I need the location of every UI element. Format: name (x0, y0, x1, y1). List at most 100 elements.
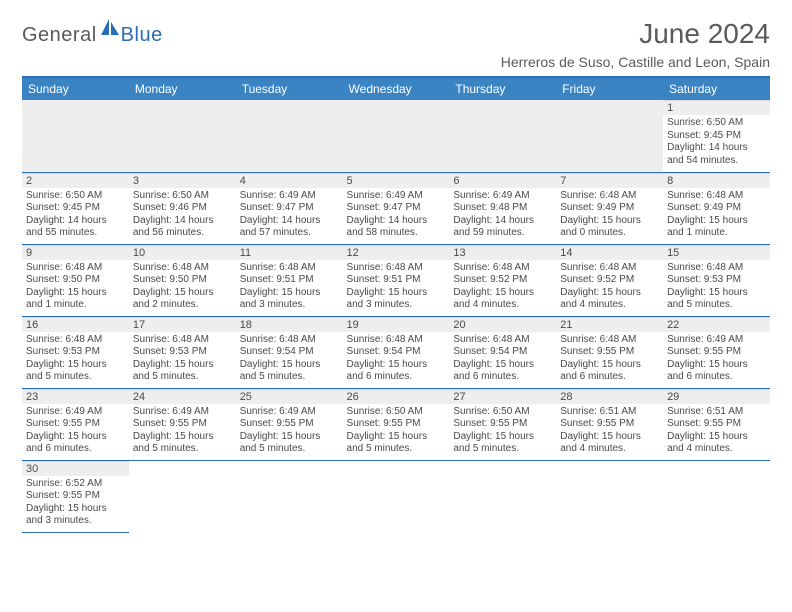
calendar-cell: 22Sunrise: 6:49 AMSunset: 9:55 PMDayligh… (663, 316, 770, 388)
day-number: 28 (556, 389, 663, 404)
calendar-week-row: 9Sunrise: 6:48 AMSunset: 9:50 PMDaylight… (22, 244, 770, 316)
daylight-text: Daylight: 14 hours and 54 minutes. (667, 142, 766, 167)
day-number: 25 (236, 389, 343, 404)
day-body: Sunrise: 6:48 AMSunset: 9:53 PMDaylight:… (663, 260, 770, 316)
sunrise-text: Sunrise: 6:49 AM (453, 190, 552, 203)
calendar-cell: 29Sunrise: 6:51 AMSunset: 9:55 PMDayligh… (663, 388, 770, 460)
sunset-text: Sunset: 9:45 PM (26, 202, 125, 215)
day-number: 17 (129, 317, 236, 332)
daylight-text: Daylight: 15 hours and 1 minute. (667, 215, 766, 240)
daylight-text: Daylight: 15 hours and 6 minutes. (667, 359, 766, 384)
day-number: 26 (343, 389, 450, 404)
day-body: Sunrise: 6:50 AMSunset: 9:46 PMDaylight:… (129, 188, 236, 244)
day-header: Thursday (449, 77, 556, 100)
sunset-text: Sunset: 9:55 PM (240, 418, 339, 431)
day-body: Sunrise: 6:48 AMSunset: 9:50 PMDaylight:… (22, 260, 129, 316)
day-body: Sunrise: 6:50 AMSunset: 9:45 PMDaylight:… (22, 188, 129, 244)
daylight-text: Daylight: 15 hours and 1 minute. (26, 287, 125, 312)
calendar-cell: 3Sunrise: 6:50 AMSunset: 9:46 PMDaylight… (129, 172, 236, 244)
day-number: 14 (556, 245, 663, 260)
sunrise-text: Sunrise: 6:50 AM (347, 406, 446, 419)
sunset-text: Sunset: 9:55 PM (453, 418, 552, 431)
sunrise-text: Sunrise: 6:49 AM (347, 190, 446, 203)
daylight-text: Daylight: 15 hours and 4 minutes. (560, 431, 659, 456)
calendar-cell: 5Sunrise: 6:49 AMSunset: 9:47 PMDaylight… (343, 172, 450, 244)
day-number: 24 (129, 389, 236, 404)
logo-word-1: General (22, 24, 97, 47)
calendar-cell: 9Sunrise: 6:48 AMSunset: 9:50 PMDaylight… (22, 244, 129, 316)
day-header: Wednesday (343, 77, 450, 100)
day-number: 20 (449, 317, 556, 332)
sunset-text: Sunset: 9:55 PM (667, 418, 766, 431)
calendar-cell: 4Sunrise: 6:49 AMSunset: 9:47 PMDaylight… (236, 172, 343, 244)
calendar-cell: 18Sunrise: 6:48 AMSunset: 9:54 PMDayligh… (236, 316, 343, 388)
sunrise-text: Sunrise: 6:49 AM (26, 406, 125, 419)
daylight-text: Daylight: 14 hours and 55 minutes. (26, 215, 125, 240)
day-header: Tuesday (236, 77, 343, 100)
day-number: 23 (22, 389, 129, 404)
calendar-cell: 30Sunrise: 6:52 AMSunset: 9:55 PMDayligh… (22, 460, 129, 532)
brand-logo: General Blue (22, 24, 163, 47)
sunrise-text: Sunrise: 6:52 AM (26, 478, 125, 491)
day-body: Sunrise: 6:48 AMSunset: 9:49 PMDaylight:… (556, 188, 663, 244)
day-body: Sunrise: 6:48 AMSunset: 9:55 PMDaylight:… (556, 332, 663, 388)
sunrise-text: Sunrise: 6:49 AM (240, 190, 339, 203)
sunset-text: Sunset: 9:55 PM (667, 346, 766, 359)
sunrise-text: Sunrise: 6:48 AM (26, 262, 125, 275)
sunrise-text: Sunrise: 6:48 AM (347, 262, 446, 275)
day-number: 27 (449, 389, 556, 404)
day-body: Sunrise: 6:49 AMSunset: 9:55 PMDaylight:… (22, 404, 129, 460)
sunset-text: Sunset: 9:52 PM (560, 274, 659, 287)
day-body: Sunrise: 6:48 AMSunset: 9:54 PMDaylight:… (449, 332, 556, 388)
day-body: Sunrise: 6:49 AMSunset: 9:47 PMDaylight:… (236, 188, 343, 244)
sunrise-text: Sunrise: 6:48 AM (667, 190, 766, 203)
calendar-cell (449, 100, 556, 172)
sunrise-text: Sunrise: 6:48 AM (667, 262, 766, 275)
day-number: 5 (343, 173, 450, 188)
calendar-cell: 25Sunrise: 6:49 AMSunset: 9:55 PMDayligh… (236, 388, 343, 460)
day-number: 30 (22, 461, 129, 476)
sail-icon (99, 17, 121, 42)
day-body: Sunrise: 6:52 AMSunset: 9:55 PMDaylight:… (22, 476, 129, 532)
calendar-cell: 12Sunrise: 6:48 AMSunset: 9:51 PMDayligh… (343, 244, 450, 316)
title-block: June 2024 Herreros de Suso, Castille and… (501, 18, 770, 70)
day-body: Sunrise: 6:48 AMSunset: 9:51 PMDaylight:… (343, 260, 450, 316)
daylight-text: Daylight: 15 hours and 4 minutes. (667, 431, 766, 456)
day-number: 1 (663, 100, 770, 115)
sunset-text: Sunset: 9:55 PM (26, 418, 125, 431)
sunrise-text: Sunrise: 6:48 AM (560, 334, 659, 347)
day-body: Sunrise: 6:48 AMSunset: 9:54 PMDaylight:… (236, 332, 343, 388)
day-number: 7 (556, 173, 663, 188)
sunset-text: Sunset: 9:45 PM (667, 130, 766, 143)
sunset-text: Sunset: 9:53 PM (667, 274, 766, 287)
sunset-text: Sunset: 9:50 PM (133, 274, 232, 287)
sunset-text: Sunset: 9:55 PM (133, 418, 232, 431)
sunrise-text: Sunrise: 6:48 AM (560, 262, 659, 275)
calendar-cell (556, 100, 663, 172)
calendar-cell: 19Sunrise: 6:48 AMSunset: 9:54 PMDayligh… (343, 316, 450, 388)
day-number: 16 (22, 317, 129, 332)
calendar-table: Sunday Monday Tuesday Wednesday Thursday… (22, 76, 770, 533)
daylight-text: Daylight: 15 hours and 3 minutes. (240, 287, 339, 312)
day-body: Sunrise: 6:49 AMSunset: 9:48 PMDaylight:… (449, 188, 556, 244)
sunset-text: Sunset: 9:53 PM (133, 346, 232, 359)
sunrise-text: Sunrise: 6:48 AM (26, 334, 125, 347)
calendar-cell (236, 100, 343, 172)
sunrise-text: Sunrise: 6:50 AM (453, 406, 552, 419)
daylight-text: Daylight: 15 hours and 6 minutes. (453, 359, 552, 384)
day-body: Sunrise: 6:48 AMSunset: 9:50 PMDaylight:… (129, 260, 236, 316)
day-body: Sunrise: 6:51 AMSunset: 9:55 PMDaylight:… (556, 404, 663, 460)
day-header: Monday (129, 77, 236, 100)
calendar-cell: 23Sunrise: 6:49 AMSunset: 9:55 PMDayligh… (22, 388, 129, 460)
calendar-cell: 16 Sunrise: 6:48 AMSunset: 9:53 PMDayligh… (22, 316, 129, 388)
calendar-cell (556, 460, 663, 532)
daylight-text: Daylight: 15 hours and 5 minutes. (26, 359, 125, 384)
day-number: 2 (22, 173, 129, 188)
calendar-cell (663, 460, 770, 532)
calendar-cell: 20Sunrise: 6:48 AMSunset: 9:54 PMDayligh… (449, 316, 556, 388)
page-title: June 2024 (501, 18, 770, 50)
sunrise-text: Sunrise: 6:50 AM (26, 190, 125, 203)
sunset-text: Sunset: 9:53 PM (26, 346, 125, 359)
day-body: Sunrise: 6:49 AMSunset: 9:55 PMDaylight:… (236, 404, 343, 460)
calendar-cell: 10Sunrise: 6:48 AMSunset: 9:50 PMDayligh… (129, 244, 236, 316)
